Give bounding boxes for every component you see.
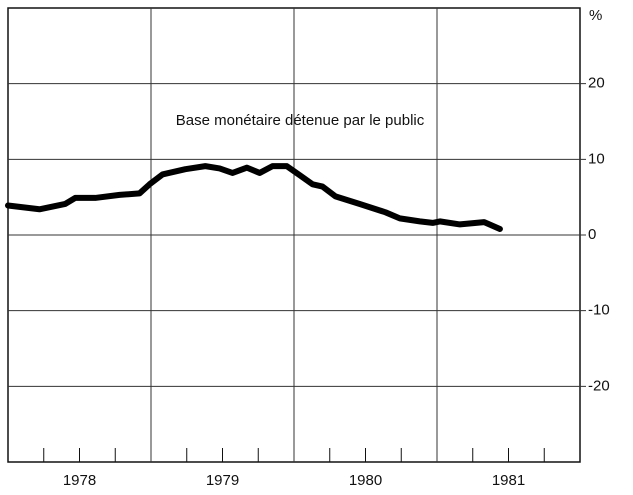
- x-tick-label: 1978: [63, 472, 96, 489]
- y-tick-label: -20: [588, 377, 610, 394]
- x-tick-label: 1979: [206, 472, 239, 489]
- y-unit: %: [589, 7, 602, 24]
- data-line: [5, 163, 503, 232]
- y-tick-label: 20: [588, 75, 605, 92]
- y-tick-label: 10: [588, 150, 605, 167]
- y-tick-label: -10: [588, 302, 610, 319]
- x-tick-label: 1981: [492, 472, 525, 489]
- x-tick-label: 1980: [349, 472, 382, 489]
- annotation: Base monétaire détenue par le public: [176, 112, 425, 129]
- y-tick-label: 0: [588, 226, 596, 243]
